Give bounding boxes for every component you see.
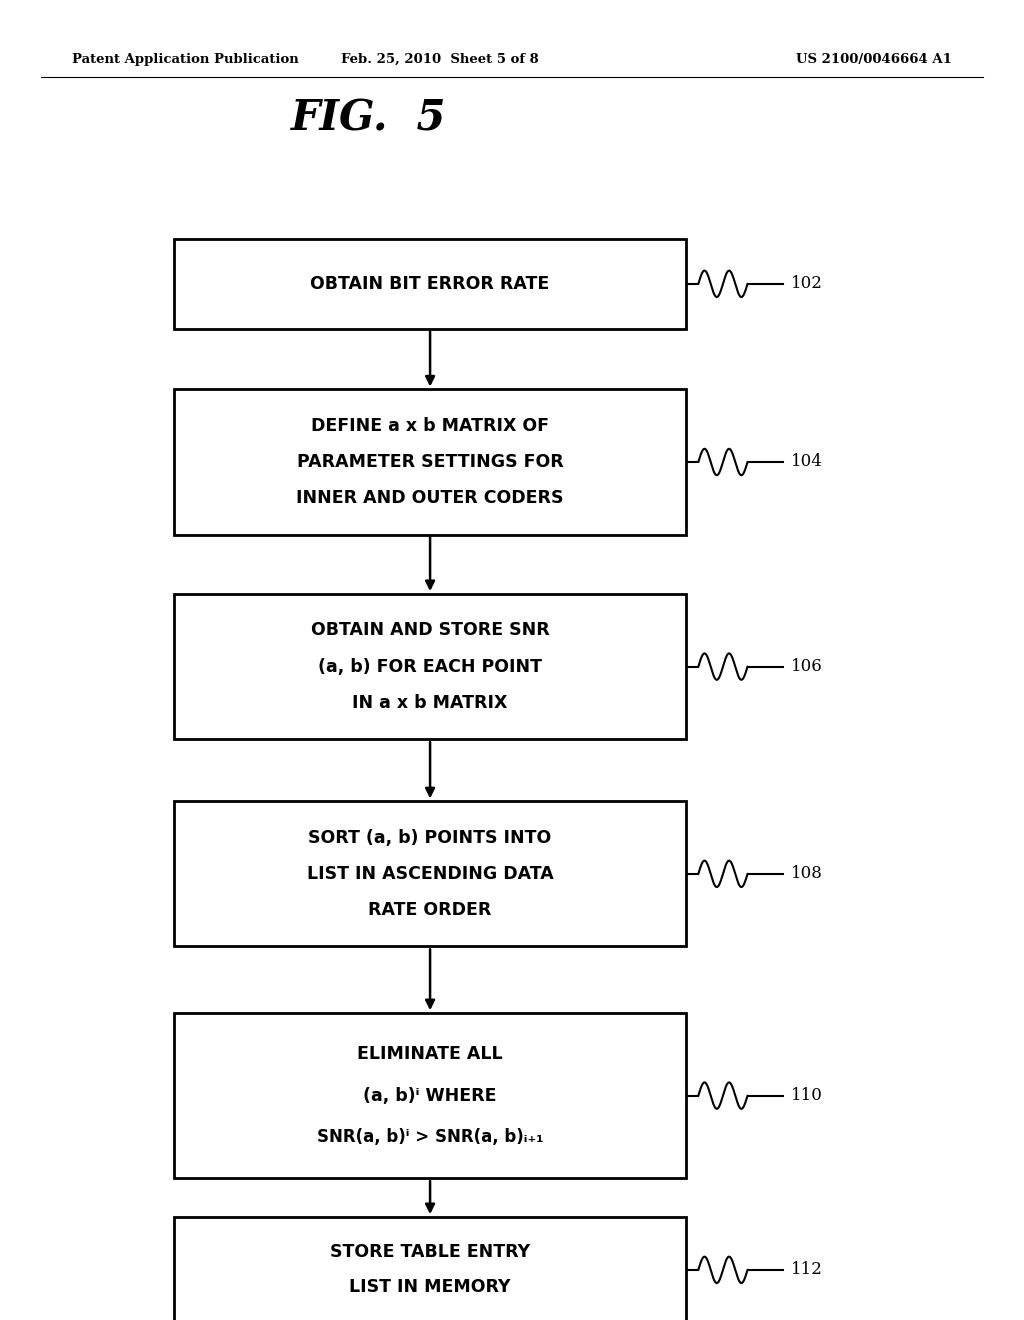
- Text: DEFINE a x b MATRIX OF: DEFINE a x b MATRIX OF: [311, 417, 549, 434]
- Bar: [174, 594, 686, 739]
- Text: ELIMINATE ALL: ELIMINATE ALL: [357, 1045, 503, 1064]
- Text: FIG.  5: FIG. 5: [291, 98, 446, 140]
- Text: OBTAIN BIT ERROR RATE: OBTAIN BIT ERROR RATE: [310, 275, 550, 293]
- Bar: [174, 1217, 686, 1320]
- Text: 110: 110: [791, 1088, 822, 1104]
- Bar: [174, 389, 686, 535]
- Text: 102: 102: [791, 276, 822, 292]
- Text: Feb. 25, 2010  Sheet 5 of 8: Feb. 25, 2010 Sheet 5 of 8: [341, 53, 540, 66]
- Text: SORT (a, b) POINTS INTO: SORT (a, b) POINTS INTO: [308, 829, 552, 846]
- Text: INNER AND OUTER CODERS: INNER AND OUTER CODERS: [296, 490, 564, 507]
- Text: 108: 108: [791, 866, 822, 882]
- Text: 104: 104: [791, 454, 822, 470]
- Text: PARAMETER SETTINGS FOR: PARAMETER SETTINGS FOR: [297, 453, 563, 471]
- Text: STORE TABLE ENTRY: STORE TABLE ENTRY: [330, 1243, 530, 1261]
- Text: Patent Application Publication: Patent Application Publication: [72, 53, 298, 66]
- Text: LIST IN MEMORY: LIST IN MEMORY: [349, 1279, 511, 1296]
- Text: IN a x b MATRIX: IN a x b MATRIX: [352, 694, 508, 711]
- Bar: [174, 1014, 686, 1177]
- Text: SNR(a, b)ⁱ > SNR(a, b)ᵢ₊₁: SNR(a, b)ⁱ > SNR(a, b)ᵢ₊₁: [316, 1127, 544, 1146]
- Bar: [174, 239, 686, 329]
- Text: OBTAIN AND STORE SNR: OBTAIN AND STORE SNR: [310, 622, 550, 639]
- Text: (a, b) FOR EACH POINT: (a, b) FOR EACH POINT: [318, 657, 542, 676]
- Bar: [174, 801, 686, 946]
- Text: LIST IN ASCENDING DATA: LIST IN ASCENDING DATA: [307, 865, 553, 883]
- Text: (a, b)ⁱ WHERE: (a, b)ⁱ WHERE: [364, 1086, 497, 1105]
- Text: 112: 112: [791, 1262, 822, 1278]
- Text: US 2100/0046664 A1: US 2100/0046664 A1: [797, 53, 952, 66]
- Text: RATE ORDER: RATE ORDER: [369, 902, 492, 919]
- Text: 106: 106: [791, 659, 822, 675]
